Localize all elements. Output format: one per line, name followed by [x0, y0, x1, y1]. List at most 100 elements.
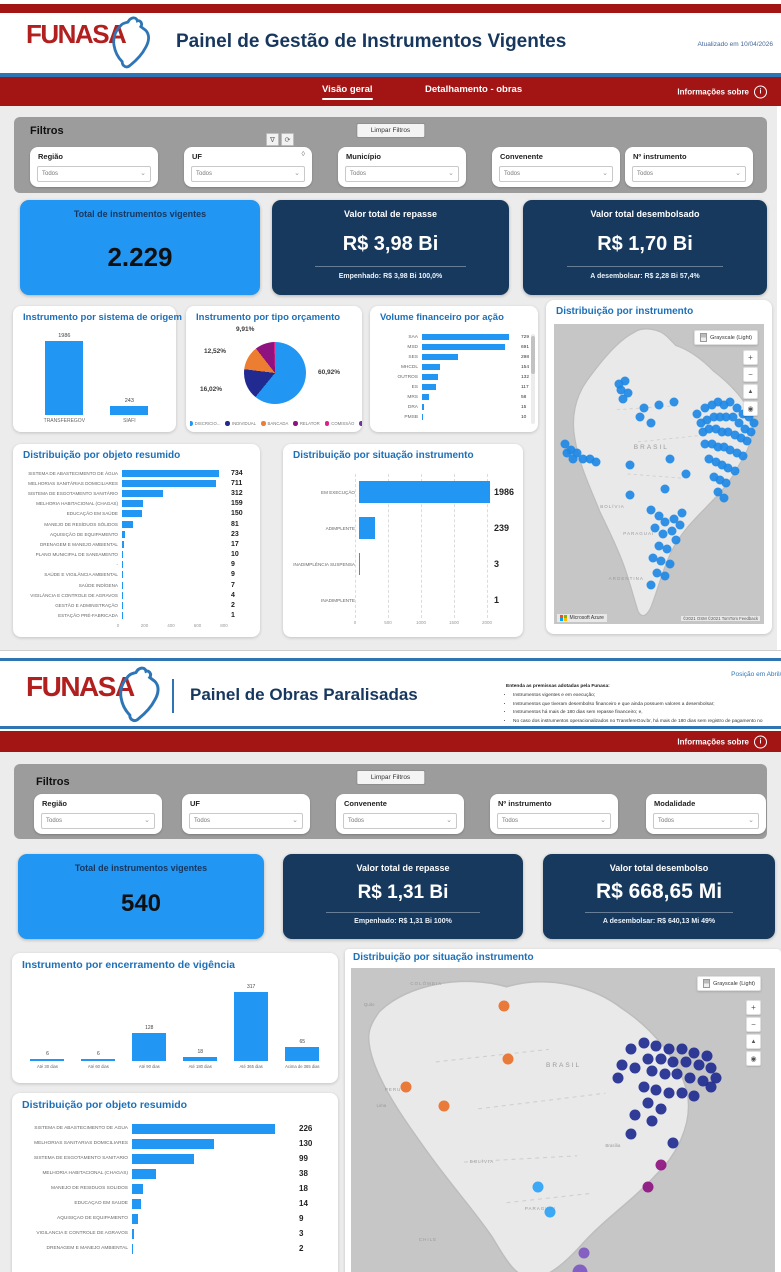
map-point[interactable]: [532, 1181, 544, 1193]
bar[interactable]: [122, 540, 125, 548]
map-point[interactable]: [693, 1059, 705, 1071]
map-point[interactable]: [568, 454, 578, 464]
bar[interactable]: [122, 500, 144, 508]
map-point[interactable]: [749, 418, 758, 428]
bar[interactable]: [132, 1198, 141, 1209]
map-point[interactable]: [578, 454, 588, 464]
bar[interactable]: [422, 414, 424, 420]
legend-item[interactable]: BANCADA: [261, 421, 288, 426]
map-point[interactable]: [642, 1053, 654, 1065]
map-point[interactable]: [713, 487, 723, 497]
map-point[interactable]: [618, 394, 628, 404]
map-style-button[interactable]: Grayscale (Light): [694, 330, 758, 345]
map-point[interactable]: [717, 427, 727, 437]
locate-button[interactable]: ◉: [746, 1051, 761, 1066]
map-point[interactable]: [591, 457, 601, 467]
map-point[interactable]: [572, 1264, 588, 1272]
map-point[interactable]: [707, 400, 716, 410]
convenente-dropdown[interactable]: Todos ⌄: [499, 166, 613, 182]
pie-chart-tipo-orcamento[interactable]: [244, 342, 306, 404]
map-point[interactable]: [728, 412, 737, 422]
bar[interactable]: [422, 334, 510, 340]
map-point[interactable]: [719, 442, 729, 452]
bar[interactable]: [132, 1243, 134, 1254]
map-point[interactable]: [713, 397, 723, 407]
bar[interactable]: [285, 1046, 320, 1061]
zoom-in-button[interactable]: +: [743, 350, 758, 365]
filter-icon[interactable]: ∇: [266, 133, 279, 146]
map-point[interactable]: [646, 1115, 658, 1127]
map-point[interactable]: [684, 1072, 696, 1084]
bar[interactable]: [122, 520, 133, 528]
map-point[interactable]: [715, 412, 725, 422]
bar[interactable]: [132, 1228, 134, 1239]
bar[interactable]: [122, 479, 217, 487]
bar[interactable]: [122, 591, 123, 599]
bar[interactable]: [122, 489, 164, 497]
map-point[interactable]: [692, 409, 702, 419]
map-point[interactable]: [614, 379, 624, 389]
map-copyright[interactable]: ©2021 OSM ©2021 TomTom Feedback: [680, 616, 760, 621]
kpi-valor-repasse[interactable]: Valor total de repasse R$ 1,31 Bi Empenh…: [283, 854, 523, 939]
bar[interactable]: [422, 364, 441, 370]
map-point[interactable]: [669, 397, 679, 407]
map-point[interactable]: [625, 1043, 637, 1055]
map-point[interactable]: [642, 1097, 654, 1109]
map-point[interactable]: [625, 490, 635, 500]
map-point[interactable]: [704, 454, 714, 464]
bar[interactable]: [422, 404, 424, 410]
map-point[interactable]: [660, 484, 670, 494]
legend-item[interactable]: INDIVIDUAL: [225, 421, 256, 426]
map-point[interactable]: [620, 376, 630, 386]
map-point[interactable]: [698, 427, 708, 437]
uf-dropdown[interactable]: Todos ⌄: [191, 166, 305, 182]
map-point[interactable]: [711, 457, 721, 467]
bar[interactable]: [122, 469, 220, 477]
kpi-valor-repasse[interactable]: Valor total de repasse R$ 3,98 Bi Empenh…: [272, 200, 509, 295]
map-point[interactable]: [742, 436, 752, 446]
map-point[interactable]: [646, 505, 656, 515]
map-point[interactable]: [629, 1062, 641, 1074]
pitch-button[interactable]: ▲: [746, 1034, 761, 1049]
map-point[interactable]: [688, 1047, 700, 1058]
map-point[interactable]: [663, 1087, 675, 1099]
map-point[interactable]: [717, 460, 727, 470]
map-point[interactable]: [660, 517, 670, 527]
kpi-valor-desembolso[interactable]: Valor total desembolso R$ 668,65 Mi A de…: [543, 854, 775, 939]
bar[interactable]: [110, 405, 149, 415]
map-point[interactable]: [736, 433, 746, 443]
map-point[interactable]: [498, 1000, 510, 1012]
map-point[interactable]: [667, 1137, 679, 1149]
map-point[interactable]: [705, 1062, 717, 1074]
map-point[interactable]: [655, 1103, 667, 1115]
map-point[interactable]: [572, 448, 582, 458]
map-point[interactable]: [438, 1100, 450, 1112]
map-point[interactable]: [740, 424, 750, 434]
map-point[interactable]: [709, 472, 719, 482]
refresh-icon[interactable]: ⟳: [281, 133, 294, 146]
tab-visao-geral[interactable]: Visão geral: [322, 84, 373, 100]
map-point[interactable]: [654, 541, 664, 551]
map-point[interactable]: [667, 1056, 679, 1068]
map-point[interactable]: [648, 553, 658, 563]
map-point[interactable]: [744, 412, 754, 422]
map-point[interactable]: [704, 424, 714, 434]
map-point[interactable]: [671, 1068, 683, 1080]
map-point[interactable]: [544, 1206, 556, 1218]
zoom-out-button[interactable]: −: [746, 1017, 761, 1032]
map-point[interactable]: [730, 466, 740, 476]
map-point[interactable]: [723, 463, 733, 473]
map-point[interactable]: [676, 1087, 688, 1099]
bar[interactable]: [81, 1059, 116, 1061]
map-point[interactable]: [709, 412, 719, 422]
map-point[interactable]: [730, 430, 740, 440]
kpi-total-instrumentos[interactable]: Total de instrumentos vigentes 2.229: [20, 200, 260, 295]
map-point[interactable]: [665, 454, 674, 464]
clear-filters-button[interactable]: Limpar Filtros: [355, 770, 426, 785]
bar[interactable]: [122, 510, 142, 518]
map-point[interactable]: [562, 448, 572, 458]
map-point[interactable]: [715, 475, 725, 485]
map-point[interactable]: [710, 1072, 722, 1084]
map-point[interactable]: [700, 403, 710, 413]
map-point[interactable]: [623, 388, 632, 398]
